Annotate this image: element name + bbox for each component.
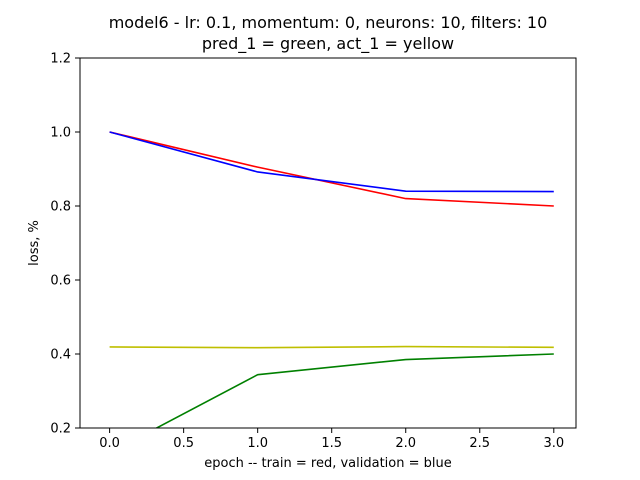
- y-tick-label: 0.4: [50, 348, 71, 363]
- series-line-3: [154, 353, 554, 428]
- x-tick-label: 3.0: [543, 436, 564, 451]
- x-tick-label: 0.5: [173, 436, 194, 451]
- y-tick-label: 0.6: [50, 274, 71, 289]
- y-tick-label: 1.2: [50, 52, 71, 67]
- y-tick-label: 1.0: [50, 126, 71, 141]
- x-tick-label: 2.5: [469, 436, 490, 451]
- y-axis-label: loss, %: [27, 220, 42, 266]
- plot-frame: [79, 57, 577, 429]
- y-axis: 0.2 0.4 0.6 0.8 1.0 1.2: [50, 52, 80, 437]
- y-tick-label: 0.2: [50, 422, 71, 437]
- x-tick-label: 0.0: [99, 436, 120, 451]
- chart-title: model6 - lr: 0.1, momentum: 0, neurons: …: [109, 13, 548, 32]
- y-tick-label: 0.8: [50, 200, 71, 215]
- x-axis-label: epoch -- train = red, validation = blue: [204, 456, 452, 471]
- series-line-2: [109, 345, 554, 349]
- x-axis: 0.0 0.5 1.0 1.5 2.0 2.5 3.0: [99, 428, 564, 451]
- series-line-1: [109, 131, 554, 193]
- x-tick-label: 2.0: [395, 436, 416, 451]
- x-tick-label: 1.5: [321, 436, 342, 451]
- chart-subtitle: pred_1 = green, act_1 = yellow: [202, 34, 454, 54]
- x-tick-label: 1.0: [247, 436, 268, 451]
- series-line-0: [109, 131, 554, 207]
- series-layer: [109, 131, 554, 428]
